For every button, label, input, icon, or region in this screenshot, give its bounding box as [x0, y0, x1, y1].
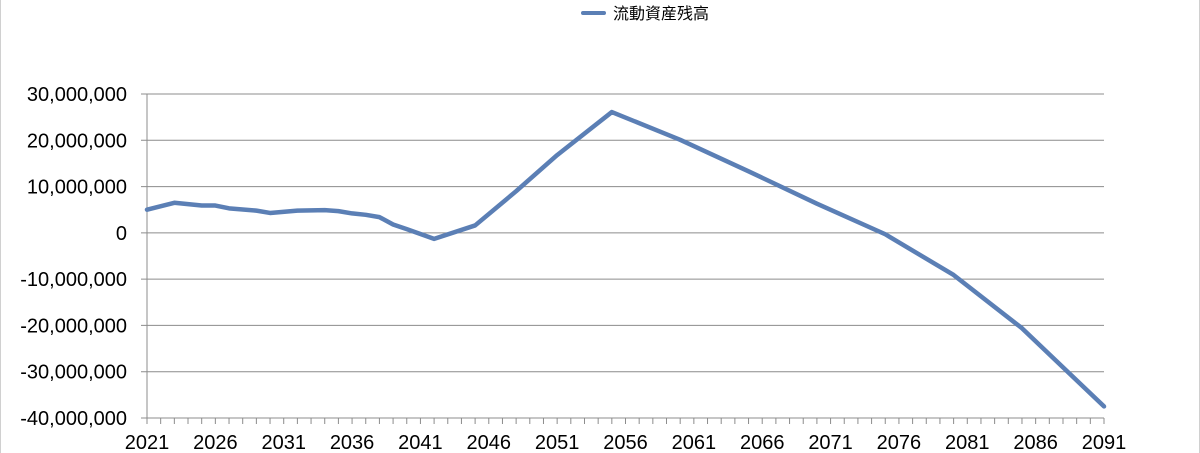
x-tick-label: 2091	[1082, 432, 1127, 453]
series-line	[144, 109, 1107, 409]
x-tick-label: 2031	[261, 432, 306, 453]
x-tick-label: 2041	[398, 432, 443, 453]
y-tick-label: -10,000,000	[20, 269, 127, 291]
x-tick-label: 2061	[672, 432, 717, 453]
axes	[146, 94, 1105, 424]
gridlines	[141, 93, 1104, 419]
x-tick-label: 2056	[603, 432, 648, 453]
legend-entry-label: 流動資産残高	[613, 4, 709, 23]
y-tick-label: 10,000,000	[27, 177, 127, 199]
y-tick-label: -30,000,000	[20, 362, 127, 384]
legend: 流動資産残高	[581, 4, 709, 23]
x-tick-label: 2026	[193, 432, 238, 453]
x-tick-label: 2076	[877, 432, 922, 453]
x-tick-label: 2081	[945, 432, 990, 453]
y-tick-label: 30,000,000	[27, 84, 127, 106]
x-tick-label: 2071	[808, 432, 853, 453]
y-tick-label: -20,000,000	[20, 315, 127, 337]
x-tick-label: 2021	[125, 432, 170, 453]
y-tick-labels: 30,000,000 20,000,000 10,000,000 0 -10,000,0…	[20, 84, 127, 430]
y-tick-label: 0	[116, 223, 127, 245]
x-tick-label: 2066	[740, 432, 785, 453]
x-tick-label: 2036	[330, 432, 375, 453]
y-tick-label: 20,000,000	[27, 130, 127, 152]
x-tick-label: 2086	[1013, 432, 1058, 453]
x-tick-label: 2046	[467, 432, 512, 453]
series-lines	[144, 109, 1107, 409]
x-tick-label: 2051	[535, 432, 580, 453]
y-tick-label: -40,000,000	[20, 408, 127, 430]
x-tick-labels: 2021 2026 2031 2036 2041 2046 2051 2056 2061 2066…	[125, 432, 1127, 453]
